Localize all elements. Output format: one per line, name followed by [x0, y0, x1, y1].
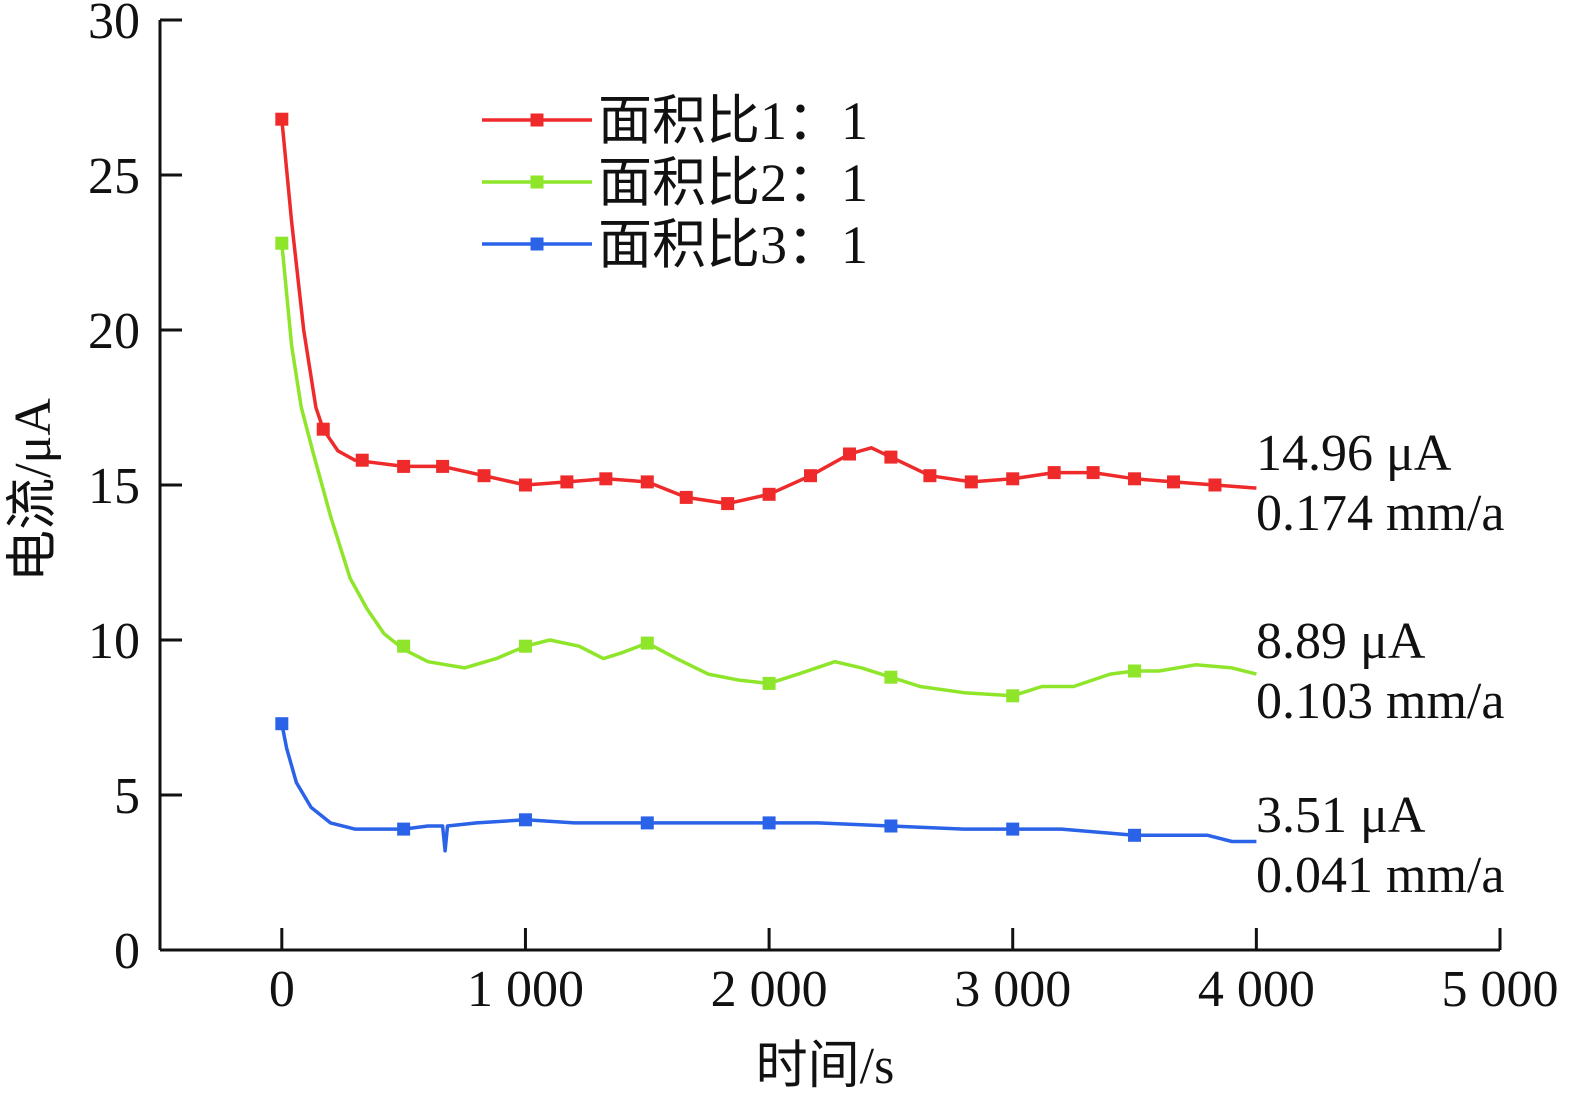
legend-label: 面积比1：1: [598, 91, 868, 151]
series-point: [721, 497, 735, 511]
annotation-rate: 0.041 mm/a: [1256, 847, 1504, 904]
annotation-2: 8.89 μA0.103 mm/a: [1256, 613, 1504, 730]
series-point: [640, 636, 654, 650]
x-tick-label: 0: [269, 961, 295, 1018]
y-axis-title: 电流/μA: [5, 398, 62, 582]
series-point: [275, 717, 289, 731]
series-point: [275, 236, 289, 250]
annotation-current: 8.89 μA: [1256, 613, 1426, 670]
series-point: [397, 459, 411, 473]
series-point: [355, 453, 369, 467]
series-point: [884, 670, 898, 684]
series-point: [518, 813, 532, 827]
series-line: [280, 723, 1257, 853]
axes: 0 5 10 15 20 25 30 0 1 000 2 000 3 000 4 000 5 000: [88, 0, 1559, 1018]
series-point: [1047, 466, 1061, 480]
series-point: [640, 475, 654, 489]
series-point: [1128, 472, 1142, 486]
y-tick-label: 5: [114, 768, 140, 825]
series-point: [679, 490, 693, 504]
series-point: [560, 475, 574, 489]
series-point: [1167, 475, 1181, 489]
annotations: 14.96 μA0.174 mm/a 8.89 μA0.103 mm/a 3.51 …: [1256, 425, 1504, 904]
y-tick-label: 25: [88, 148, 140, 205]
x-tick-label: 5 000: [1442, 961, 1559, 1018]
series-point: [477, 469, 491, 483]
series-point: [762, 676, 776, 690]
annotation-1: 14.96 μA0.174 mm/a: [1256, 425, 1504, 542]
series-point: [884, 819, 898, 833]
series-point: [964, 475, 978, 489]
series-2: [275, 236, 1257, 703]
y-tick-label: 15: [88, 458, 140, 515]
legend-item: 面积比1：1: [482, 91, 868, 151]
x-tick-label: 2 000: [711, 961, 828, 1018]
series-point: [804, 469, 818, 483]
series-point: [842, 447, 856, 461]
annotation-rate: 0.174 mm/a: [1256, 485, 1504, 542]
x-tick-label: 4 000: [1198, 961, 1315, 1018]
legend-label: 面积比2：1: [598, 153, 868, 213]
series-point: [436, 459, 450, 473]
legend-item: 面积比3：1: [482, 215, 868, 275]
series-point: [1006, 472, 1020, 486]
series-layer: [275, 112, 1257, 853]
series-point: [762, 487, 776, 501]
series-point: [518, 639, 532, 653]
legend-item: 面积比2：1: [482, 153, 868, 213]
series-point: [923, 469, 937, 483]
series-point: [316, 422, 330, 436]
series-point: [1006, 689, 1020, 703]
y-tick-label: 0: [114, 923, 140, 980]
legend-marker: [530, 113, 544, 127]
series-point: [1086, 466, 1100, 480]
series-point: [599, 472, 613, 486]
series-point: [518, 478, 532, 492]
series-3: [275, 717, 1257, 853]
series-point: [1208, 478, 1222, 492]
x-tick-label: 1 000: [467, 961, 584, 1018]
y-tick-label: 10: [88, 613, 140, 670]
series-point: [640, 816, 654, 830]
series-line: [280, 243, 1257, 698]
annotation-rate: 0.103 mm/a: [1256, 673, 1504, 730]
series-point: [1006, 822, 1020, 836]
series-point: [1128, 664, 1142, 678]
series-1: [275, 112, 1257, 511]
annotation-current: 14.96 μA: [1256, 425, 1452, 482]
x-tick-label: 3 000: [954, 961, 1071, 1018]
series-point: [884, 450, 898, 464]
series-point: [1128, 828, 1142, 842]
series-point: [397, 822, 411, 836]
y-tick-label: 20: [88, 303, 140, 360]
y-tick-label: 30: [88, 0, 140, 50]
legend-marker: [530, 175, 544, 189]
annotation-3: 3.51 μA0.041 mm/a: [1256, 787, 1504, 904]
legend-label: 面积比3：1: [598, 215, 868, 275]
x-axis-title: 时间/s: [756, 1038, 895, 1094]
series-point: [397, 639, 411, 653]
legend-marker: [530, 237, 544, 251]
series-point: [275, 112, 289, 126]
annotation-current: 3.51 μA: [1256, 787, 1426, 844]
series-point: [762, 816, 776, 830]
